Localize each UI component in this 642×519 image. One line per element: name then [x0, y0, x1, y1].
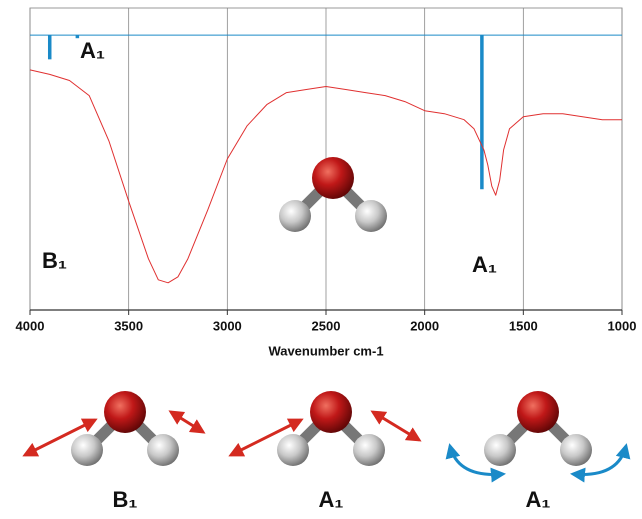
oxygen-atom [310, 391, 352, 433]
motion-arrow [570, 443, 631, 483]
water-molecule [279, 157, 387, 232]
motion-arrow [445, 443, 506, 483]
hydrogen-atom [560, 434, 592, 466]
oxygen-atom [312, 157, 354, 199]
annotation: A₁ [80, 38, 105, 63]
motion-arrow [370, 410, 422, 442]
hydrogen-atom [147, 434, 179, 466]
hydrogen-atom [71, 434, 103, 466]
hydrogen-atom [277, 434, 309, 466]
water-molecule [277, 391, 385, 466]
motion-arrow [22, 418, 98, 457]
oxygen-atom [517, 391, 559, 433]
hydrogen-atom [484, 434, 516, 466]
hydrogen-atom [355, 200, 387, 232]
motion-arrow [228, 418, 304, 457]
x-tick-label: 4000 [16, 318, 45, 333]
mode-label: A₁ [319, 487, 344, 512]
mode-label: A₁ [526, 487, 551, 512]
annotation: A₁ [472, 252, 497, 277]
x-tick-label: 1500 [509, 318, 538, 333]
spectrum-line [29, 69, 622, 284]
water-molecule [71, 391, 179, 466]
x-tick-label: 2000 [410, 318, 439, 333]
hydrogen-atom [353, 434, 385, 466]
oxygen-atom [104, 391, 146, 433]
x-tick-label: 1000 [608, 318, 637, 333]
mode-label: B₁ [113, 487, 138, 512]
x-axis-label: Wavenumber cm-1 [268, 343, 383, 358]
x-tick-label: 3500 [114, 318, 143, 333]
annotation: B₁ [42, 248, 67, 273]
x-tick-label: 2500 [312, 318, 341, 333]
x-tick-label: 3000 [213, 318, 242, 333]
water-molecule [484, 391, 592, 466]
motion-arrow [168, 410, 206, 434]
hydrogen-atom [279, 200, 311, 232]
